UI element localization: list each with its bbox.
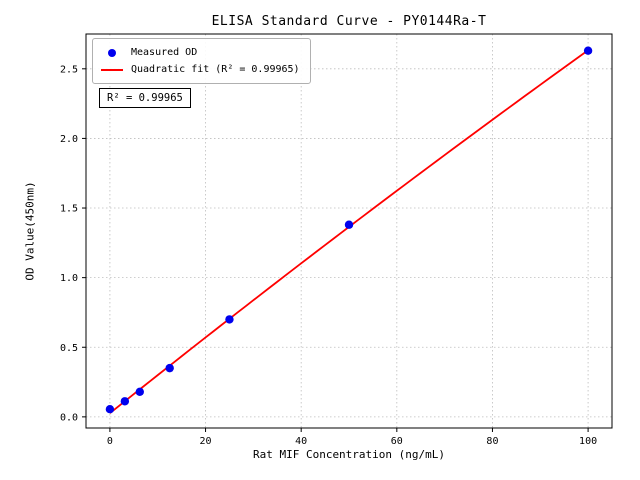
tick-labels: 0 20 40 60 80 100 0.0 0.5 1.0 1.5 2.0 2.5 (60, 64, 597, 447)
y-tick-label: 1.5 (60, 204, 78, 215)
x-tick-label: 0 (107, 436, 113, 447)
chart-title: ELISA Standard Curve - PY0144Ra-T (211, 14, 487, 29)
x-tick-label: 80 (486, 436, 498, 447)
x-tick-label: 100 (579, 436, 597, 447)
data-point (344, 220, 354, 229)
legend: Measured OD Quadratic fit (R² = 0.99965) (92, 38, 311, 84)
x-tick-label: 40 (295, 436, 307, 447)
data-point (583, 46, 593, 55)
y-tick-label: 2.5 (60, 64, 78, 75)
data-point (120, 397, 130, 406)
legend-item-measured-od: Measured OD (101, 44, 300, 61)
legend-item-quadratic-fit: Quadratic fit (R² = 0.99965) (101, 61, 300, 78)
legend-label: Measured OD (131, 47, 198, 58)
data-point (135, 387, 144, 397)
y-tick-label: 2.0 (60, 134, 78, 145)
legend-dot-marker-icon (108, 48, 116, 57)
legend-line-marker-icon (101, 68, 123, 71)
x-tick-label: 60 (391, 436, 403, 447)
x-tick-label: 20 (200, 436, 212, 447)
x-axis-label: Rat MIF Concentration (ng/mL) (252, 448, 446, 461)
data-point (165, 363, 174, 373)
tick-marks (82, 68, 589, 432)
y-tick-label: 0.0 (60, 412, 78, 423)
y-tick-label: 1.0 (60, 273, 78, 284)
axes-spines (85, 33, 613, 429)
data-point (225, 315, 234, 324)
data-points (105, 46, 593, 414)
data-point (105, 405, 115, 414)
y-tick-label: 0.5 (60, 343, 78, 354)
r-squared-annotation: R² = 0.99965 (99, 88, 191, 108)
legend-label: Quadratic fit (R² = 0.99965) (131, 64, 300, 75)
gridlines (86, 34, 612, 428)
